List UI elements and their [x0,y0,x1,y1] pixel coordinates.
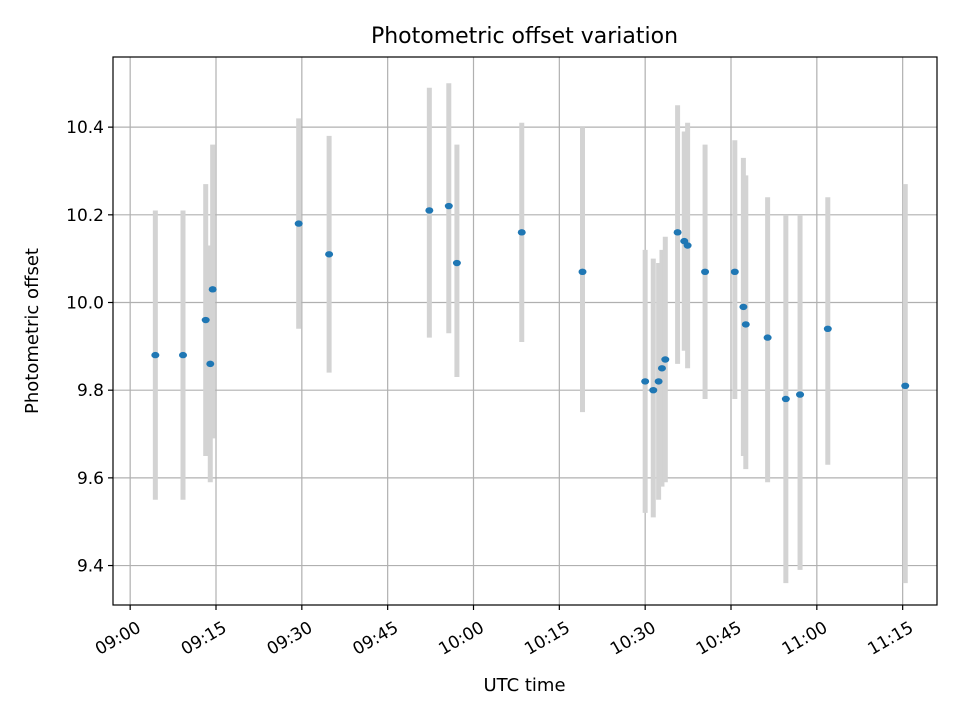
chart-title: Photometric offset variation [371,24,678,49]
data-point [517,229,526,236]
data-point [452,259,461,267]
data-point [730,268,739,276]
data-point [151,351,160,359]
data-point [294,220,303,227]
data-point [823,325,832,333]
data-point [325,251,334,258]
y-axis-ticks: 9.4 9.6 9.8 10.0 10.2 10.4 [66,118,113,577]
data-point [763,334,772,341]
data-point [701,268,710,276]
data-point [661,356,670,363]
data-point [657,365,666,372]
data-point [654,378,663,385]
plot-frame [112,56,938,606]
data-point [673,229,682,236]
x-axis-label: UTC time [483,675,565,696]
y-axis-label: Photometric offset [22,248,43,414]
y-tick-label: 10.2 [66,206,104,226]
y-tick-label: 9.4 [77,557,104,577]
data-point [683,242,692,249]
data-point [206,360,215,368]
data-point [796,391,805,398]
y-tick-label: 10.0 [66,294,104,314]
data-point [649,386,658,394]
data-point [641,378,650,385]
data-point [425,207,434,214]
data-point [208,286,217,293]
data-point [781,395,790,403]
y-tick-label: 10.4 [66,118,104,138]
data-point [741,321,750,328]
data-point [578,268,587,276]
data-point [201,316,210,324]
data-point [901,382,910,389]
point-layer [151,202,910,403]
y-tick-label: 9.8 [77,381,104,401]
data-point [179,351,188,359]
data-point [739,303,748,311]
y-tick-label: 9.6 [77,469,104,489]
data-point [444,202,453,210]
